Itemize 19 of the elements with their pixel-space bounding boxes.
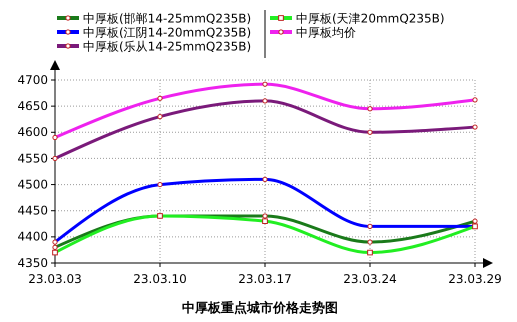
x-tick-label: 23.03.03 — [28, 272, 82, 286]
legend-label: 中厚板(邯郸14-25mmQ235B) — [83, 12, 252, 26]
legend-label: 中厚板(江阴14-20mmQ235B) — [83, 26, 252, 40]
x-tick-label: 23.03.24 — [343, 272, 397, 286]
y-tick-label: 4600 — [17, 125, 48, 140]
legend-label: 中厚板均价 — [296, 26, 356, 40]
x-tick-label: 23.03.29 — [448, 272, 502, 286]
y-tick-label: 4550 — [17, 151, 48, 166]
y-tick-label: 4650 — [17, 98, 48, 113]
y-tick-label: 4450 — [17, 204, 48, 218]
y-tick-label: 4350 — [17, 256, 48, 270]
y-tick-label: 4700 — [17, 72, 48, 87]
x-tick-label: 23.03.17 — [238, 272, 292, 286]
y-tick-label: 4400 — [17, 230, 48, 244]
text: 中厚板重点城市价格走势图 — [182, 300, 338, 316]
legend-label: 中厚板(天津20mmQ235B) — [296, 12, 445, 26]
y-tick-label: 4500 — [17, 177, 48, 192]
legend-label: 中厚板(乐从14-25mmQ235B) — [83, 40, 252, 54]
x-tick-label: 23.03.10 — [133, 272, 187, 286]
